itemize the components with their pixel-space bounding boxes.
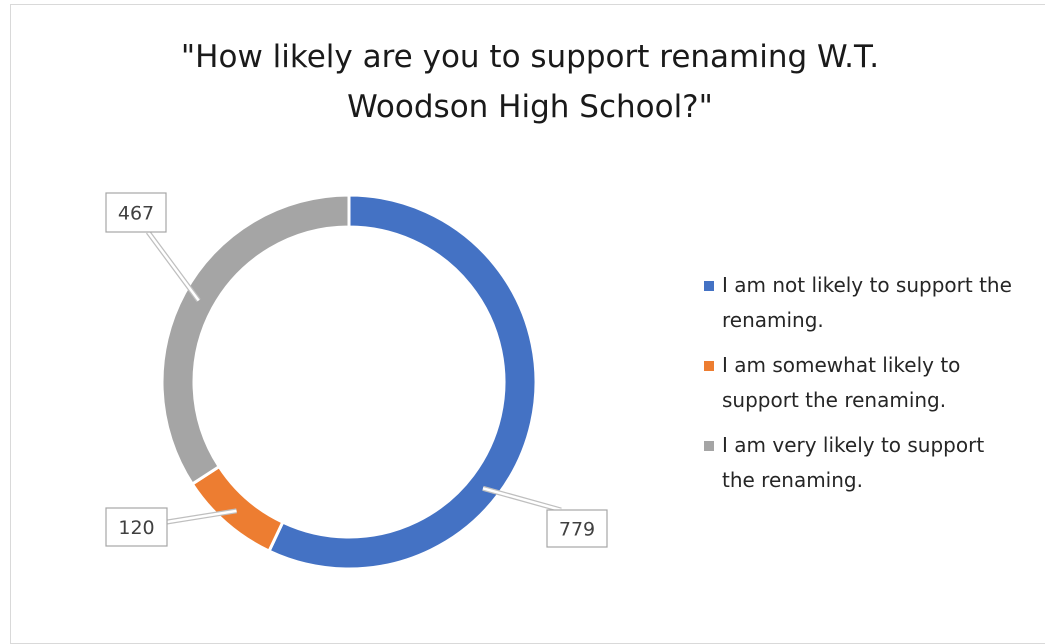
data-label-leader-line-inner — [482, 487, 562, 512]
legend-swatch-not-likely — [704, 281, 714, 291]
legend-swatch-very-likely — [704, 441, 714, 451]
slice-somewhat-likely — [190, 464, 285, 554]
legend-label-line: support the renaming. — [722, 388, 947, 412]
legend-item-not-likely: I am not likely to support the renaming. — [704, 268, 1039, 338]
chart-legend: I am not likely to support the renaming.… — [704, 268, 1039, 508]
legend-label-line: the renaming. — [722, 468, 863, 492]
chart-title-line-2: Woodson High School?" — [347, 89, 713, 125]
data-label: 120 — [118, 517, 154, 539]
legend-label-line: I am very likely to support — [722, 433, 985, 457]
chart-title: "How likely are you to support renaming … — [60, 32, 1000, 132]
chart-title-line-1: "How likely are you to support renaming … — [180, 39, 880, 75]
legend-swatch-somewhat-likely — [704, 361, 714, 371]
data-label-box — [105, 192, 167, 233]
data-label: 467 — [118, 203, 154, 225]
legend-item-somewhat-likely: I am somewhat likely to support the rena… — [704, 348, 1039, 418]
legend-label-line: I am somewhat likely to — [722, 353, 961, 377]
legend-label-line: I am not likely to support the — [722, 273, 1012, 297]
data-label-box — [105, 507, 168, 547]
slice-not-likely — [267, 193, 538, 571]
data-label-box — [546, 509, 608, 548]
legend-label-line: renaming. — [722, 308, 824, 332]
slice-very-likely — [160, 193, 351, 487]
data-label-leader-line-inner — [146, 231, 200, 302]
data-label-leader-line-inner — [166, 509, 237, 524]
legend-item-very-likely: I am very likely to support the renaming… — [704, 428, 1039, 498]
data-label: 779 — [559, 519, 595, 541]
